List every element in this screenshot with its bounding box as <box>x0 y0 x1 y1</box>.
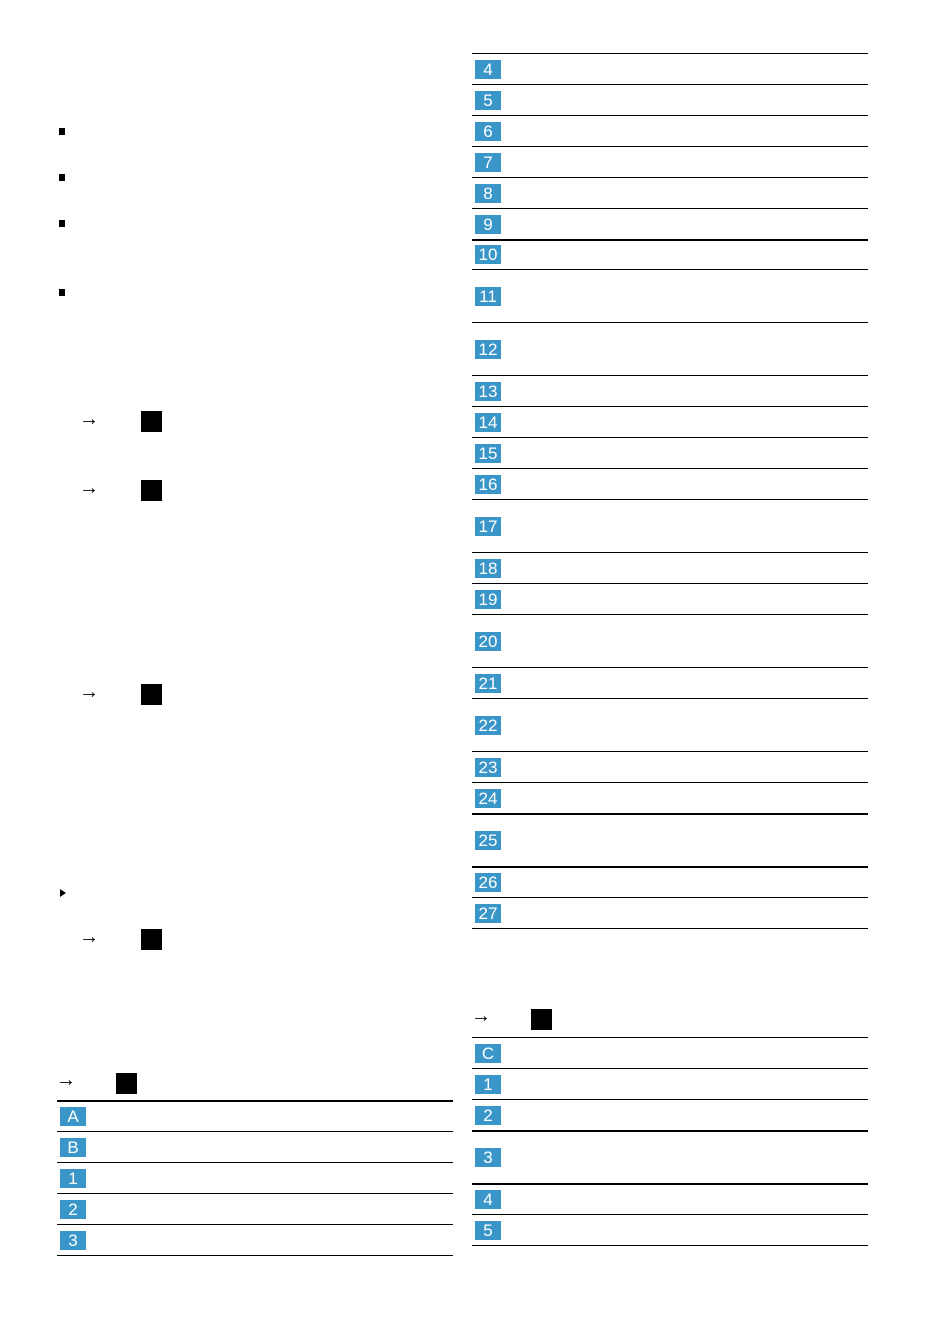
row-divider <box>472 208 868 209</box>
row-badge: 18 <box>475 558 501 578</box>
row-divider <box>472 813 868 815</box>
row-divider <box>472 115 868 116</box>
row-divider <box>57 1224 453 1225</box>
row-divider <box>472 1245 868 1246</box>
row-divider <box>57 1255 453 1256</box>
row-badge: 21 <box>475 673 501 693</box>
row-badge: 27 <box>475 903 501 923</box>
icon <box>141 411 162 432</box>
row-badge: 25 <box>475 830 501 850</box>
row-badge: 22 <box>475 715 501 735</box>
step-arrow: → <box>79 477 99 499</box>
row-badge: 16 <box>475 474 501 494</box>
row-badge: 3 <box>475 1147 501 1167</box>
row-badge: B <box>60 1137 86 1157</box>
row-badge: 23 <box>475 757 501 777</box>
row-divider <box>472 667 868 668</box>
row-badge: 17 <box>475 516 501 536</box>
row-badge: 26 <box>475 872 501 892</box>
row-divider <box>472 177 868 178</box>
bullet-triangle <box>60 889 66 897</box>
row-badge: 1 <box>475 1074 501 1094</box>
row-badge: 4 <box>475 59 501 79</box>
row-divider <box>472 552 868 553</box>
icon <box>141 929 162 950</box>
row-divider <box>57 1131 453 1132</box>
row-divider <box>472 84 868 85</box>
row-divider <box>472 583 868 584</box>
row-badge: 8 <box>475 183 501 203</box>
row-divider <box>472 928 868 929</box>
row-badge: 14 <box>475 412 501 432</box>
row-divider <box>472 146 868 147</box>
step-arrow: → <box>79 408 99 430</box>
row-badge: 3 <box>60 1230 86 1250</box>
step-arrow: → <box>79 926 99 948</box>
row-badge: 10 <box>475 245 501 264</box>
row-divider <box>472 1214 868 1215</box>
row-divider <box>472 375 868 376</box>
row-divider <box>472 782 868 783</box>
row-badge: 11 <box>475 286 501 306</box>
row-divider <box>472 1037 868 1038</box>
row-divider <box>472 437 868 438</box>
row-divider <box>472 1099 868 1100</box>
row-divider <box>472 239 868 241</box>
row-divider <box>472 897 868 898</box>
row-badge: 9 <box>475 214 501 234</box>
icon <box>116 1073 137 1094</box>
row-divider <box>57 1193 453 1194</box>
row-divider <box>472 269 868 270</box>
step-arrow: → <box>79 681 99 703</box>
row-divider <box>472 614 868 615</box>
row-badge: 15 <box>475 443 501 463</box>
row-badge: 2 <box>475 1105 501 1125</box>
row-badge: 24 <box>475 788 501 808</box>
row-divider <box>472 468 868 469</box>
table-arrow: → <box>471 1005 491 1027</box>
row-badge: 1 <box>60 1168 86 1188</box>
row-badge: C <box>475 1043 501 1063</box>
row-badge: 6 <box>475 121 501 141</box>
table-arrow: → <box>56 1069 76 1091</box>
bullet <box>59 289 65 296</box>
icon <box>531 1009 552 1030</box>
row-divider <box>57 1100 453 1102</box>
row-badge: 20 <box>475 631 501 651</box>
bullet <box>59 220 65 227</box>
row-divider <box>472 406 868 407</box>
bullet <box>59 174 65 181</box>
row-divider <box>472 1068 868 1069</box>
row-badge: 4 <box>475 1189 501 1209</box>
icon <box>141 480 162 501</box>
row-divider <box>57 1162 453 1163</box>
row-badge: A <box>60 1106 86 1126</box>
row-divider <box>472 751 868 752</box>
row-badge: 5 <box>475 1220 501 1240</box>
row-badge: 13 <box>475 381 501 401</box>
row-divider <box>472 322 868 323</box>
row-divider <box>472 866 868 868</box>
row-badge: 7 <box>475 152 501 172</box>
row-badge: 19 <box>475 589 501 609</box>
row-divider <box>472 53 868 54</box>
row-badge: 5 <box>475 90 501 110</box>
row-badge: 12 <box>475 339 501 359</box>
row-divider <box>472 1183 868 1185</box>
row-badge: 2 <box>60 1199 86 1219</box>
bullet <box>59 128 65 135</box>
row-divider <box>472 1130 868 1132</box>
icon <box>141 684 162 705</box>
row-divider <box>472 499 868 500</box>
row-divider <box>472 698 868 699</box>
